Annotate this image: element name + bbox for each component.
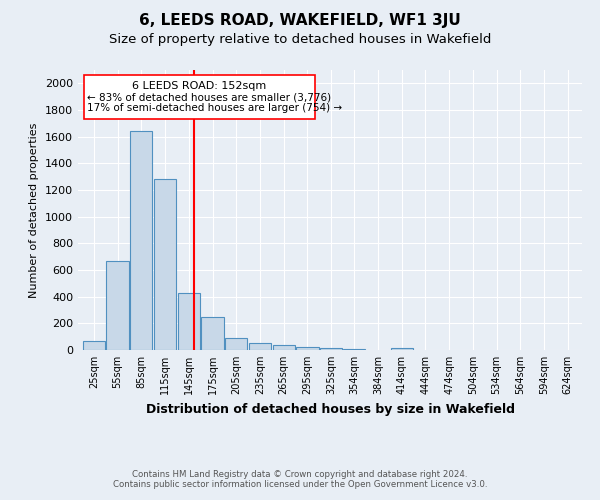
Text: ← 83% of detached houses are smaller (3,776): ← 83% of detached houses are smaller (3,… (87, 92, 331, 102)
Text: 6, LEEDS ROAD, WAKEFIELD, WF1 3JU: 6, LEEDS ROAD, WAKEFIELD, WF1 3JU (139, 12, 461, 28)
Bar (83, 340, 105, 350)
Bar (202, 316, 224, 350)
Text: Contains HM Land Registry data © Crown copyright and database right 2024.
Contai: Contains HM Land Registry data © Crown c… (113, 470, 487, 489)
Bar (225, 338, 247, 350)
Bar (130, 132, 152, 350)
X-axis label: Distribution of detached houses by size in Wakefield: Distribution of detached houses by size … (146, 402, 515, 415)
Bar (106, 260, 128, 350)
Bar (296, 348, 319, 350)
Bar (249, 342, 271, 350)
Bar (178, 292, 200, 350)
Text: 17% of semi-detached houses are larger (754) →: 17% of semi-detached houses are larger (… (87, 104, 342, 114)
FancyBboxPatch shape (83, 74, 316, 120)
Bar (320, 348, 342, 350)
Bar (343, 348, 365, 350)
Y-axis label: Number of detached properties: Number of detached properties (29, 122, 40, 298)
Text: Size of property relative to detached houses in Wakefield: Size of property relative to detached ho… (109, 32, 491, 46)
Bar (154, 180, 176, 350)
Bar (272, 346, 295, 350)
Text: 6 LEEDS ROAD: 152sqm: 6 LEEDS ROAD: 152sqm (133, 80, 266, 90)
Bar (391, 348, 413, 350)
